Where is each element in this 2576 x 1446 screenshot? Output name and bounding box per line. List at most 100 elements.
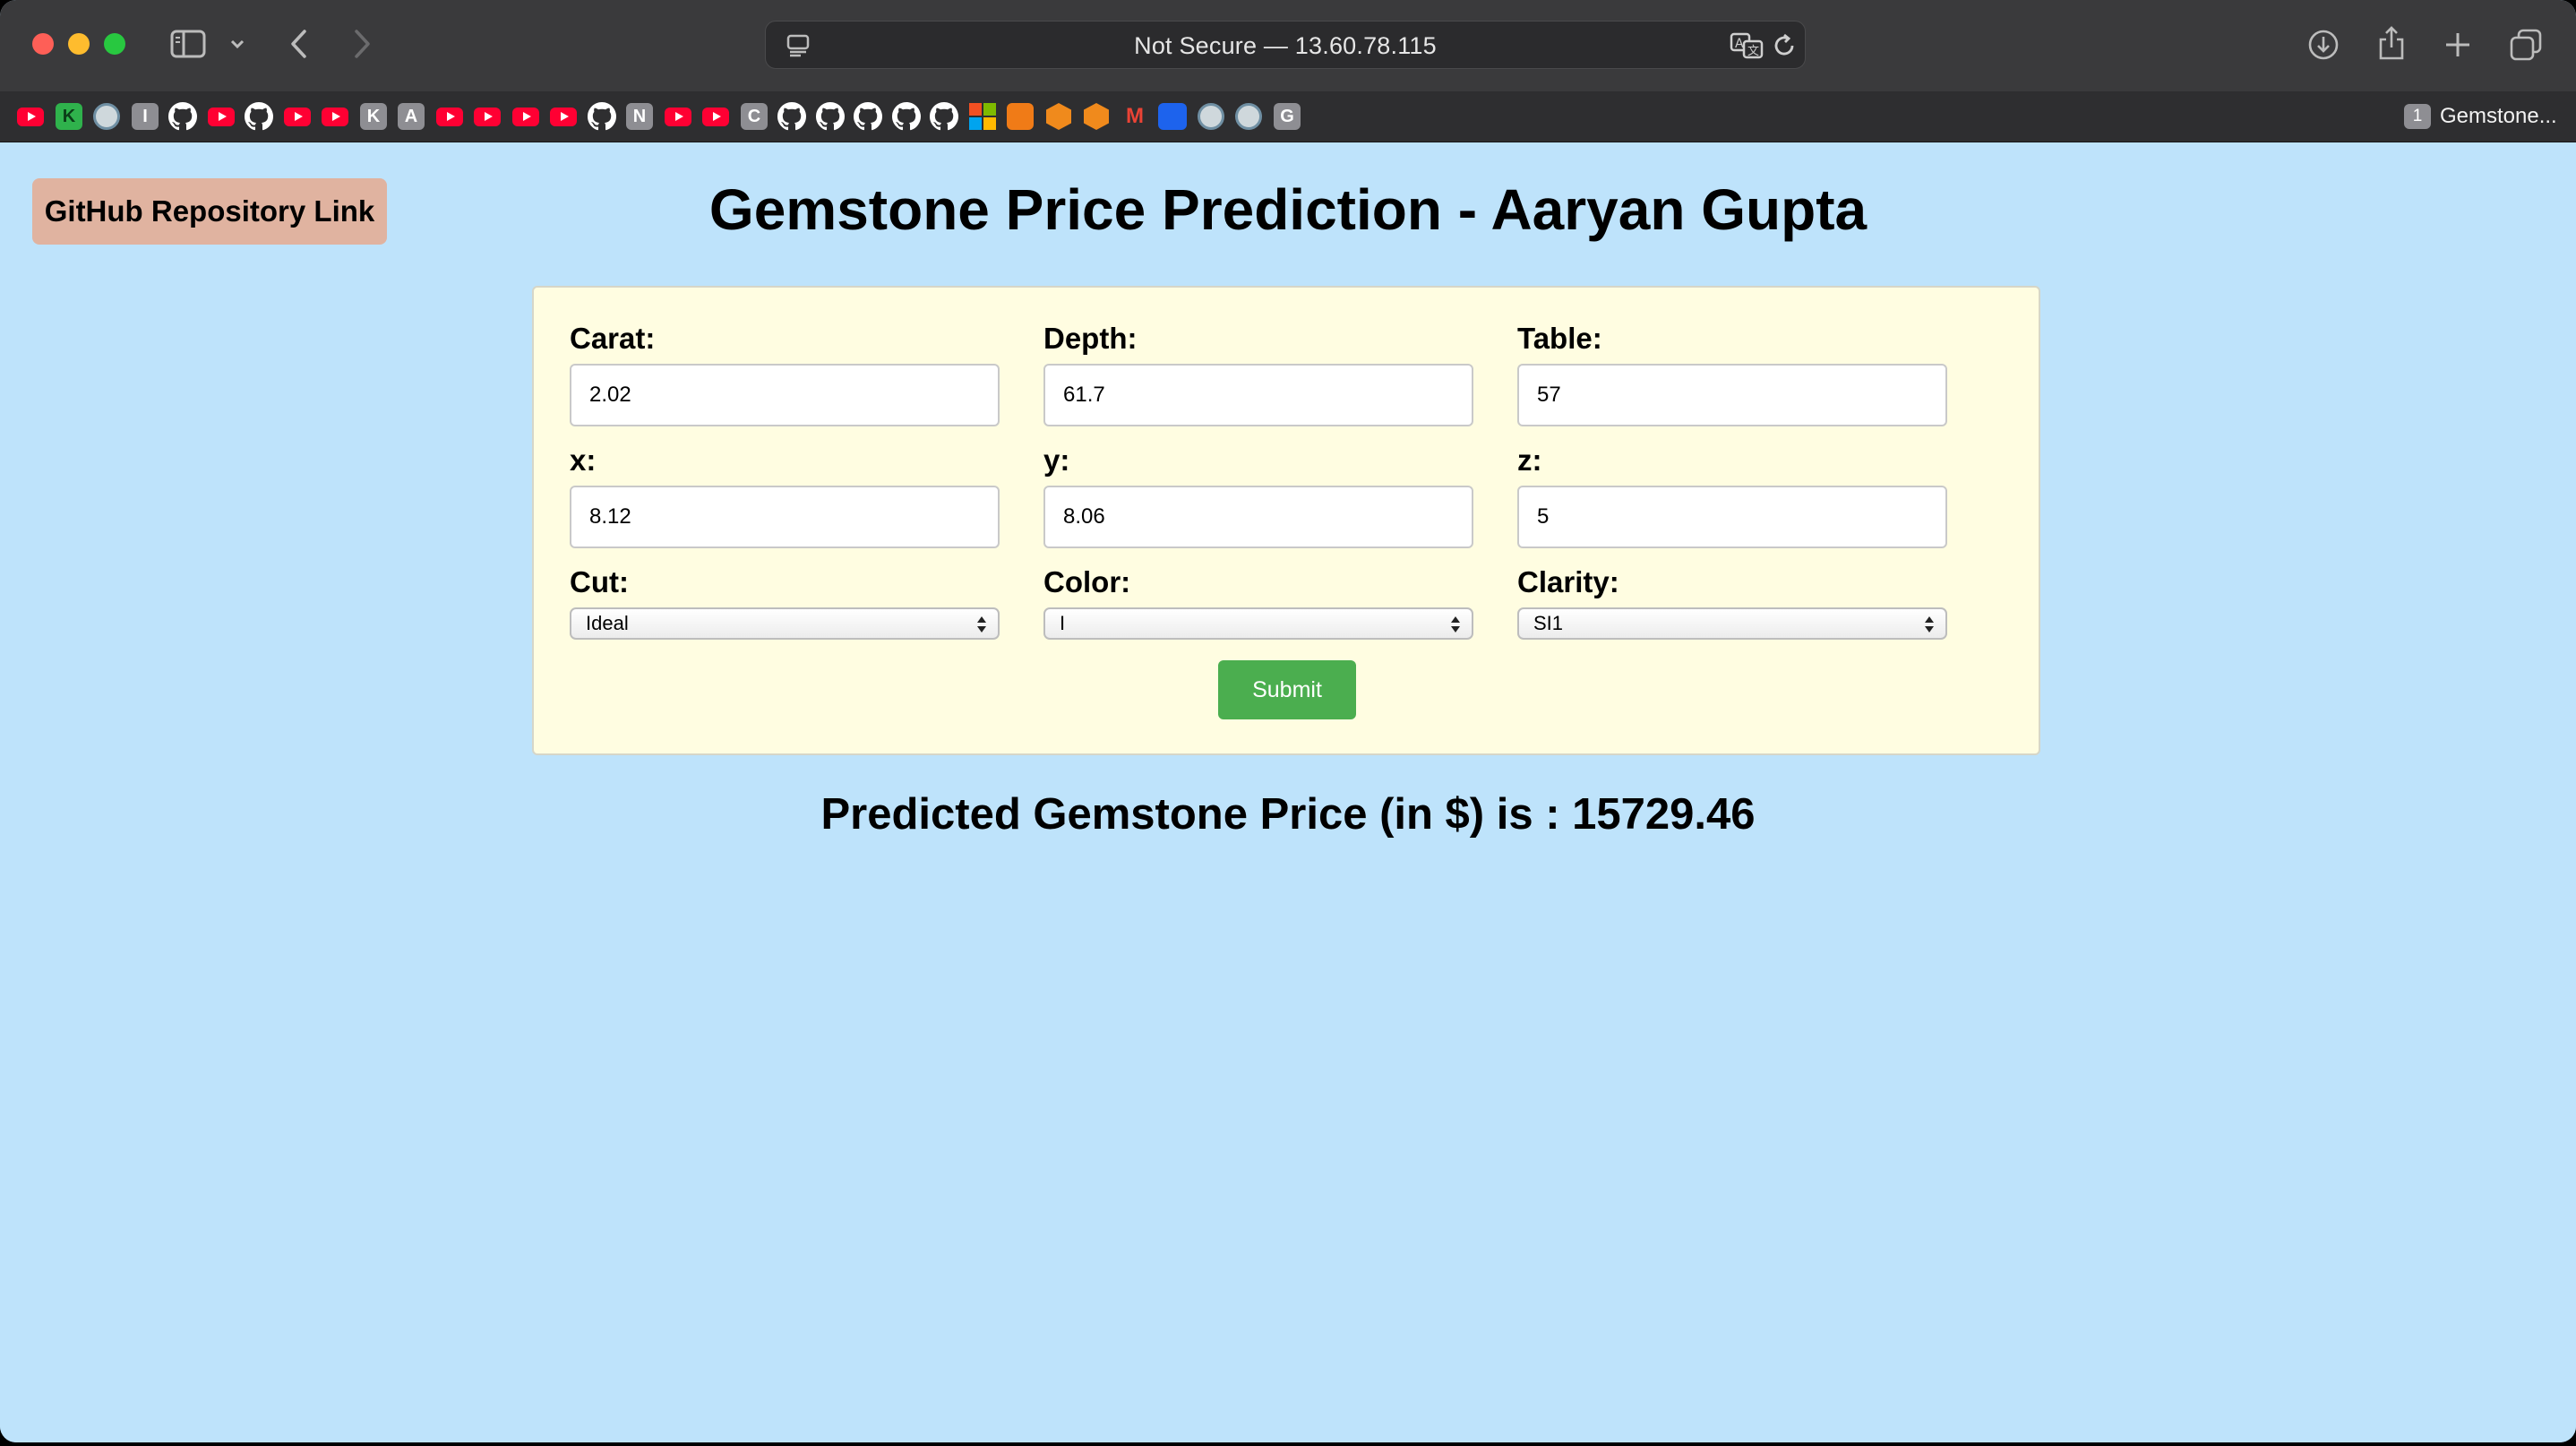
y-input[interactable] xyxy=(1043,486,1473,548)
ring-icon xyxy=(1235,103,1262,130)
favorite-youtube-icon[interactable] xyxy=(473,102,502,131)
download-icon[interactable] xyxy=(2306,27,2341,63)
favorite-cube-icon[interactable] xyxy=(1044,102,1073,131)
svg-text:A: A xyxy=(1735,37,1744,51)
depth-input[interactable] xyxy=(1043,364,1473,426)
cut-selected-value: Ideal xyxy=(586,612,629,634)
tab-group[interactable]: 1 Gemstone... xyxy=(2404,102,2557,131)
github-icon xyxy=(892,102,921,131)
color-field: Color: xyxy=(1043,565,1130,599)
chevron-down-icon[interactable] xyxy=(226,29,249,59)
table-input[interactable] xyxy=(1517,364,1947,426)
microsoft-icon xyxy=(969,103,996,130)
favorite-ring-icon[interactable] xyxy=(1197,102,1225,131)
favorite-youtube-icon[interactable] xyxy=(435,102,464,131)
sidebar-icon[interactable] xyxy=(168,27,208,61)
tab-overview-icon[interactable] xyxy=(2508,27,2544,63)
cube-icon xyxy=(1084,103,1109,130)
x-input[interactable] xyxy=(570,486,1000,548)
ring-icon xyxy=(93,103,120,130)
github-icon xyxy=(854,102,882,131)
favorite-github-icon[interactable] xyxy=(854,102,882,131)
favorite-youtube-icon[interactable] xyxy=(664,102,692,131)
favorite-youtube-icon[interactable] xyxy=(511,102,540,131)
favorite-letter-icon[interactable]: A xyxy=(397,102,425,131)
y-label: y: xyxy=(1043,443,1070,477)
favorite-letter-icon[interactable]: K xyxy=(359,102,388,131)
ring-icon xyxy=(1198,103,1224,130)
favorite-letter-icon[interactable]: N xyxy=(625,102,654,131)
github-icon xyxy=(816,102,845,131)
z-label: z: xyxy=(1517,443,1542,477)
favorite-orange-square-icon[interactable] xyxy=(1006,102,1035,131)
orange-square-icon xyxy=(1007,103,1034,130)
favorite-youtube-icon[interactable] xyxy=(549,102,578,131)
favorite-github-icon[interactable] xyxy=(892,102,921,131)
forward-arrow-icon[interactable] xyxy=(346,25,378,63)
github-repository-link[interactable]: GitHub Repository Link xyxy=(32,178,387,245)
minimize-window-button[interactable] xyxy=(68,33,90,55)
color-label: Color: xyxy=(1043,565,1131,598)
share-icon[interactable] xyxy=(2375,23,2408,63)
favorite-ring-icon[interactable] xyxy=(1234,102,1263,131)
address-text: Not Secure — 13.60.78.115 xyxy=(1134,32,1437,59)
github-icon xyxy=(777,102,806,131)
new-tab-plus-icon[interactable] xyxy=(2442,27,2474,63)
favorite-github-icon[interactable] xyxy=(588,102,616,131)
github-icon xyxy=(588,102,616,131)
favorite-cube-icon[interactable] xyxy=(1082,102,1111,131)
color-select[interactable]: I xyxy=(1043,607,1473,640)
favorite-github-icon[interactable] xyxy=(245,102,273,131)
favorite-youtube-icon[interactable] xyxy=(701,102,730,131)
fullscreen-window-button[interactable] xyxy=(104,33,125,55)
close-window-button[interactable] xyxy=(32,33,54,55)
clarity-select[interactable]: SI1 xyxy=(1517,607,1947,640)
youtube-icon xyxy=(474,107,501,126)
favorite-ring-icon[interactable] xyxy=(92,102,121,131)
back-arrow-icon[interactable] xyxy=(283,25,315,63)
svg-text:文: 文 xyxy=(1747,45,1759,58)
y-field: y: xyxy=(1043,443,1069,478)
favorite-letter-icon[interactable]: C xyxy=(740,102,769,131)
favorite-letter-icon[interactable]: I xyxy=(131,102,159,131)
cut-select[interactable]: Ideal xyxy=(570,607,1000,640)
select-arrows-icon xyxy=(977,616,986,633)
reload-icon[interactable] xyxy=(1771,32,1798,59)
prediction-result: Predicted Gemstone Price (in $) is : 157… xyxy=(820,790,1756,839)
tab-group-count: 1 xyxy=(2404,104,2431,129)
favorite-docker-icon[interactable] xyxy=(1158,102,1187,131)
letter-icon: I xyxy=(132,103,159,130)
favorite-youtube-icon[interactable] xyxy=(16,102,45,131)
favorite-youtube-icon[interactable] xyxy=(207,102,236,131)
favorite-letter-icon[interactable]: G xyxy=(1273,102,1301,131)
favorite-youtube-icon[interactable] xyxy=(321,102,349,131)
youtube-icon xyxy=(436,107,463,126)
github-icon xyxy=(168,102,197,131)
tab-group-label: Gemstone... xyxy=(2440,104,2557,128)
youtube-icon xyxy=(284,107,311,126)
favorite-gmail-icon[interactable]: M xyxy=(1121,102,1149,131)
favorite-github-icon[interactable] xyxy=(930,102,958,131)
cut-field: Cut: xyxy=(570,565,629,599)
page-title: Gemstone Price Prediction - Aaryan Gupta xyxy=(708,177,1868,242)
favorite-k-letter-icon[interactable]: K xyxy=(55,102,83,131)
z-input[interactable] xyxy=(1517,486,1947,548)
letter-icon: G xyxy=(1274,103,1301,130)
github-icon xyxy=(245,102,273,131)
clarity-field: Clarity: xyxy=(1517,565,1619,599)
favorite-github-icon[interactable] xyxy=(168,102,197,131)
depth-label: Depth: xyxy=(1043,322,1138,355)
carat-input[interactable] xyxy=(570,364,1000,426)
page-menu-icon[interactable] xyxy=(786,33,811,58)
favorite-microsoft-icon[interactable] xyxy=(968,102,997,131)
k-letter-icon: K xyxy=(56,103,82,130)
favorite-youtube-icon[interactable] xyxy=(283,102,312,131)
submit-button[interactable]: Submit xyxy=(1218,660,1356,719)
z-field: z: xyxy=(1517,443,1542,478)
favorite-github-icon[interactable] xyxy=(816,102,845,131)
favorite-github-icon[interactable] xyxy=(777,102,806,131)
table-label: Table: xyxy=(1517,322,1602,355)
